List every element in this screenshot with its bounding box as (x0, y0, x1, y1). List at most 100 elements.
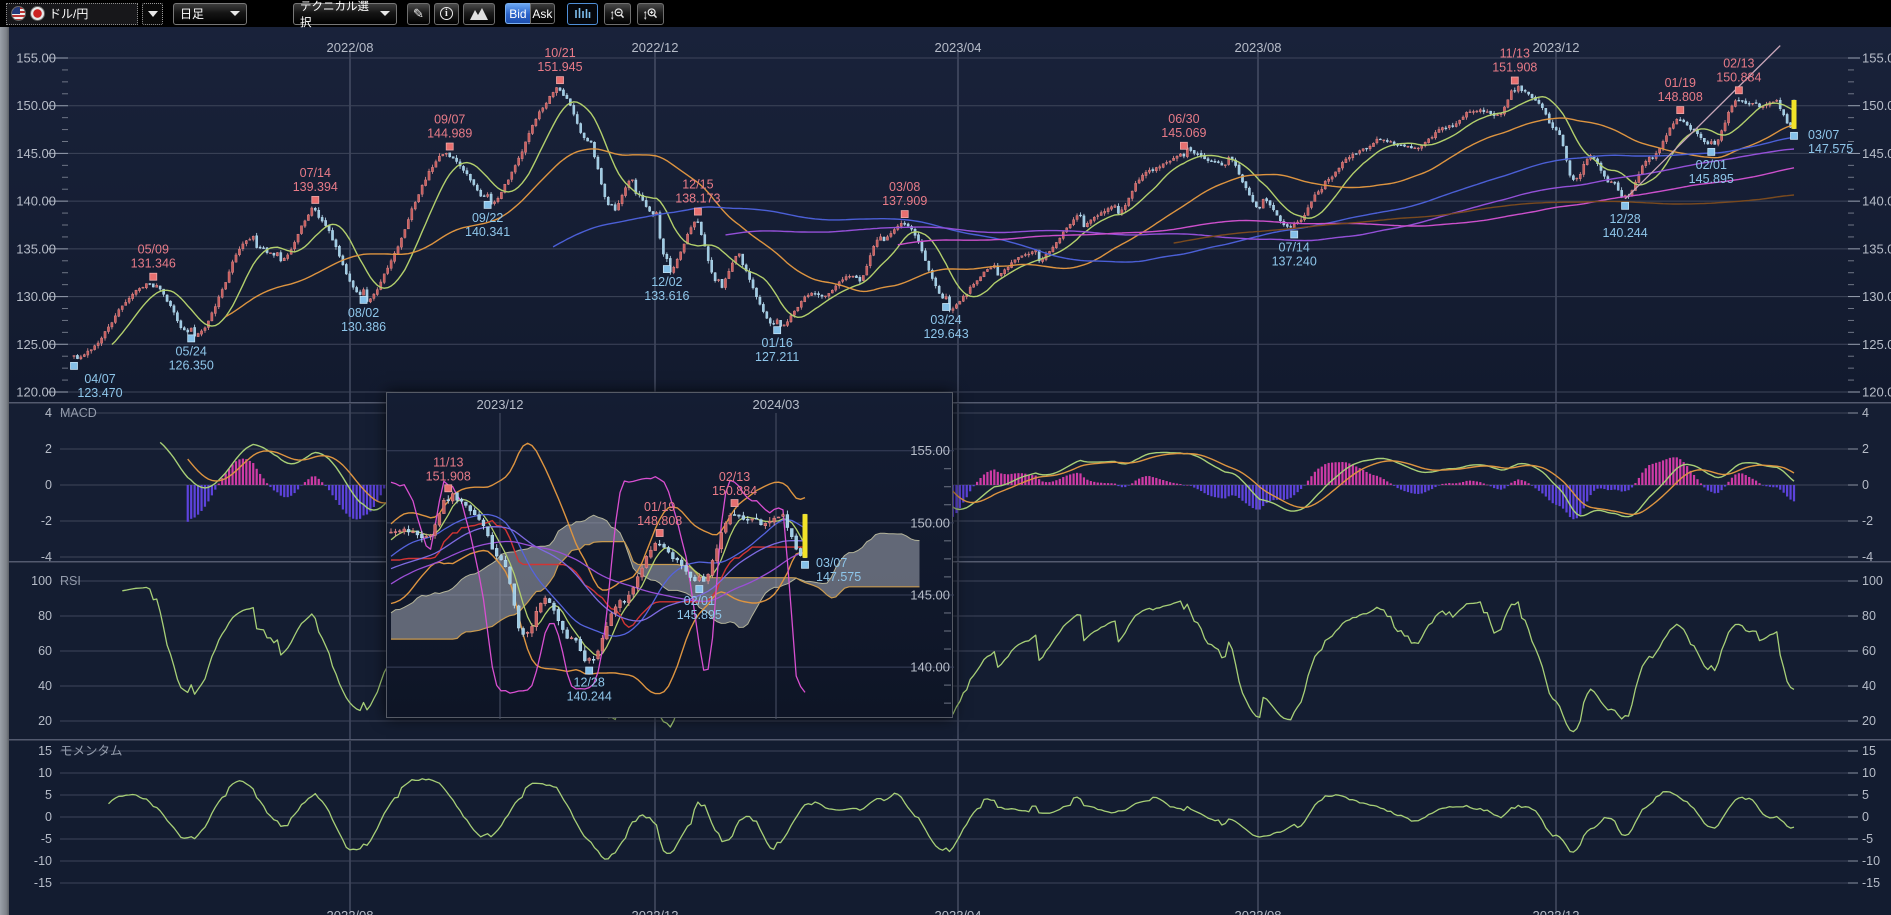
svg-text:02/01: 02/01 (1696, 158, 1727, 172)
svg-text:2023/04: 2023/04 (935, 908, 982, 915)
toolbar-button-group: ✎ i (407, 2, 495, 25)
instrument-dropdown-button[interactable] (142, 2, 163, 25)
svg-text:151.908: 151.908 (1492, 61, 1537, 75)
svg-text:145.00: 145.00 (1862, 146, 1891, 161)
svg-text:06/30: 06/30 (1168, 112, 1199, 126)
svg-text:05/24: 05/24 (176, 344, 207, 358)
window-left-edge (0, 27, 9, 915)
instrument-label: ドル/円 (49, 7, 89, 21)
svg-text:139.394: 139.394 (293, 180, 338, 194)
svg-text:145.00: 145.00 (910, 587, 950, 602)
price-chart-panel[interactable]: 155.00 155.00 150.00 150.00 145.00 145.00 140.… (0, 27, 1891, 403)
svg-text:5: 5 (45, 788, 52, 802)
svg-text:2023/08: 2023/08 (1235, 40, 1282, 55)
svg-text:2024/03: 2024/03 (753, 397, 800, 412)
toolbar: ドル/円 日足 テクニカル選択 ✎ i Bid (0, 0, 1891, 29)
svg-text:2022/12: 2022/12 (632, 908, 679, 915)
svg-text:144.989: 144.989 (427, 127, 472, 141)
svg-text:MACD: MACD (60, 406, 97, 420)
svg-text:150.884: 150.884 (712, 484, 757, 498)
svg-text:131.346: 131.346 (131, 257, 176, 271)
svg-text:155.00: 155.00 (16, 51, 56, 66)
pencil-icon: ✎ (413, 5, 424, 21)
svg-text:10/21: 10/21 (544, 46, 575, 60)
svg-text:03/07: 03/07 (816, 556, 847, 570)
chevron-down-icon (147, 10, 158, 17)
svg-text:147.575: 147.575 (816, 570, 861, 584)
svg-text:04/07: 04/07 (84, 372, 115, 386)
svg-text:5: 5 (1862, 788, 1869, 802)
svg-text:150.00: 150.00 (16, 98, 56, 113)
svg-text:2: 2 (1862, 442, 1869, 456)
svg-text:148.808: 148.808 (637, 514, 682, 528)
svg-text:-5: -5 (41, 832, 52, 846)
svg-text:120.00: 120.00 (16, 385, 56, 400)
svg-text:2023/12: 2023/12 (1533, 40, 1580, 55)
svg-text:60: 60 (38, 644, 52, 658)
svg-text:-2: -2 (41, 514, 52, 528)
svg-text:150.884: 150.884 (1716, 70, 1761, 84)
technical-label: テクニカル選択 (300, 0, 369, 29)
svg-text:12/15: 12/15 (682, 178, 713, 192)
chart-type-button[interactable] (566, 2, 598, 25)
svg-text:155.00: 155.00 (1862, 51, 1891, 66)
chevron-down-icon (230, 11, 240, 16)
svg-text:15: 15 (38, 744, 52, 758)
svg-text:20: 20 (38, 714, 52, 728)
svg-text:09/22: 09/22 (472, 211, 503, 225)
svg-text:150.00: 150.00 (910, 515, 950, 530)
svg-text:20: 20 (1862, 714, 1876, 728)
svg-text:-10: -10 (1862, 854, 1880, 868)
svg-text:100: 100 (1862, 574, 1883, 588)
magnifier-minus-icon (610, 8, 624, 20)
svg-text:151.908: 151.908 (426, 469, 471, 483)
svg-text:138.173: 138.173 (675, 192, 720, 206)
svg-text:126.350: 126.350 (169, 358, 214, 372)
svg-text:2023/12: 2023/12 (1533, 908, 1580, 915)
ask-toggle-button[interactable]: Ask (529, 3, 555, 24)
svg-text:09/07: 09/07 (434, 113, 465, 127)
svg-text:-15: -15 (1862, 876, 1880, 890)
japan-flag-icon (30, 6, 45, 21)
svg-text:140.00: 140.00 (910, 660, 950, 675)
timeframe-select[interactable]: 日足 (173, 2, 247, 25)
draw-tool-button[interactable]: ✎ (407, 2, 430, 25)
svg-text:133.616: 133.616 (644, 289, 689, 303)
instrument-selector[interactable]: ドル/円 (6, 2, 138, 25)
svg-text:03/24: 03/24 (930, 313, 961, 327)
svg-text:2022/08: 2022/08 (327, 40, 374, 55)
svg-text:40: 40 (1862, 679, 1876, 693)
svg-text:127.211: 127.211 (755, 350, 799, 364)
svg-text:140.00: 140.00 (16, 194, 56, 209)
zoom-out-button[interactable] (603, 2, 631, 25)
svg-text:0: 0 (1862, 478, 1869, 492)
svg-text:10: 10 (38, 766, 52, 780)
svg-text:123.470: 123.470 (77, 386, 122, 400)
zoom-in-button[interactable] (636, 2, 664, 25)
panel-separator[interactable] (0, 739, 1891, 741)
svg-text:2022/08: 2022/08 (327, 908, 374, 915)
us-flag-icon (11, 6, 26, 21)
svg-text:145.895: 145.895 (677, 608, 722, 622)
svg-text:140.244: 140.244 (1603, 226, 1648, 240)
info-button[interactable]: i (433, 2, 459, 25)
bid-toggle-button[interactable]: Bid (504, 3, 530, 24)
svg-text:01/16: 01/16 (762, 336, 793, 350)
svg-text:-15: -15 (34, 876, 52, 890)
technical-select[interactable]: テクニカル選択 (293, 1, 397, 29)
svg-text:0: 0 (45, 810, 52, 824)
area-chart-button[interactable] (462, 2, 495, 25)
svg-text:137.909: 137.909 (882, 194, 927, 208)
svg-text:137.240: 137.240 (1272, 254, 1317, 268)
svg-text:80: 80 (1862, 609, 1876, 623)
svg-text:0: 0 (1862, 810, 1869, 824)
svg-text:125.00: 125.00 (16, 337, 56, 352)
zoom-inset-window[interactable]: 2023/12 2024/03 155.00 150.00 145.00 140.00 11… (386, 392, 954, 719)
svg-text:07/14: 07/14 (300, 166, 331, 180)
svg-text:2023/12: 2023/12 (477, 397, 524, 412)
svg-text:2022/12: 2022/12 (632, 40, 679, 55)
momentum-panel[interactable]: 15 15 10 10 5 5 0 0 -5 -5 -10 -10 -15 -15 モメンタム 2022/08… (0, 740, 1891, 915)
svg-text:-10: -10 (34, 854, 52, 868)
timeframe-label: 日足 (180, 7, 205, 21)
